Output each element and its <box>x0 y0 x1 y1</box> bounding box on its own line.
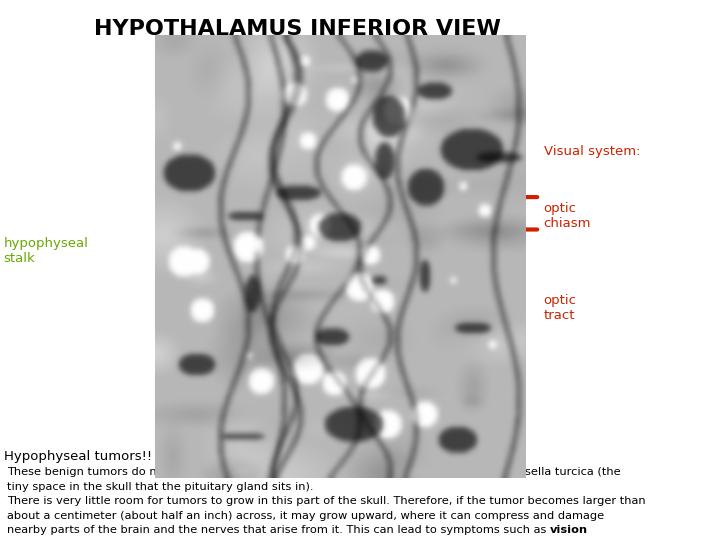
Text: about a centimeter (about half an inch) across, it may grow upward, where it can: about a centimeter (about half an inch) … <box>7 511 604 521</box>
Text: Visual system:: Visual system: <box>544 145 640 158</box>
Text: nearby parts of the brain and the nerves that arise from it. This can lead to sy: nearby parts of the brain and the nerves… <box>7 525 550 536</box>
Text: There is very little room for tumors to grow in this part of the skull. Therefor: There is very little room for tumors to … <box>7 496 646 507</box>
Text: HYPOTHALAMUS INFERIOR VIEW: HYPOTHALAMUS INFERIOR VIEW <box>94 19 500 39</box>
Text: tiny space in the skull that the pituitary gland sits in).: tiny space in the skull that the pituita… <box>7 482 314 492</box>
Text: Hypophyseal tumors!!: Hypophyseal tumors!! <box>4 450 152 463</box>
Text: optic
tract: optic tract <box>544 294 577 322</box>
Text: optic
chiasm: optic chiasm <box>544 202 591 230</box>
Text: vision: vision <box>550 525 588 536</box>
Text: These benign tumors do not spread outside the skull. They usually remain confine: These benign tumors do not spread outsid… <box>7 467 621 477</box>
Text: hypophyseal
stalk: hypophyseal stalk <box>4 237 89 265</box>
